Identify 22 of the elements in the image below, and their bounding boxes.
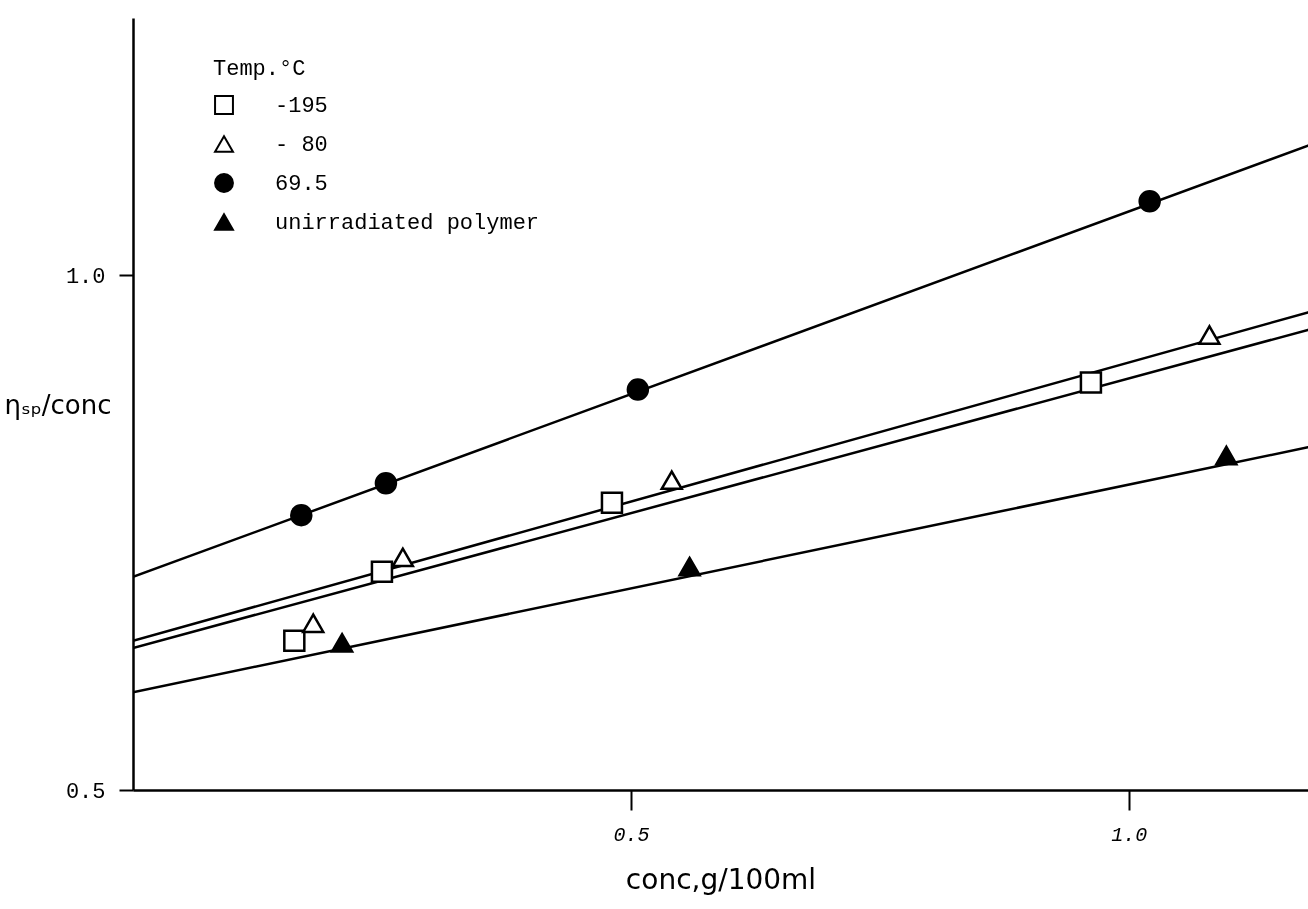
point	[626, 378, 650, 401]
point	[678, 556, 701, 577]
point	[1198, 325, 1221, 345]
point	[660, 470, 683, 491]
y-axis-title: ηₛₚ/conc	[4, 389, 112, 420]
legend-label: -195	[275, 94, 328, 119]
point	[1138, 189, 1161, 213]
legend-label: - 80	[275, 133, 328, 158]
point	[301, 613, 325, 634]
point	[330, 632, 354, 653]
x-axis-title: conc,g/100ml	[625, 862, 817, 896]
legend-title: Temp.°C	[213, 57, 306, 82]
point	[374, 472, 398, 495]
legend-label: 69.5	[275, 172, 328, 197]
point	[1215, 445, 1238, 466]
point	[290, 503, 313, 527]
point	[370, 560, 394, 584]
point	[600, 491, 624, 515]
point	[1079, 371, 1103, 394]
legend-label: unirradiated polymer	[275, 211, 540, 236]
point	[391, 547, 415, 568]
point	[283, 629, 306, 652]
